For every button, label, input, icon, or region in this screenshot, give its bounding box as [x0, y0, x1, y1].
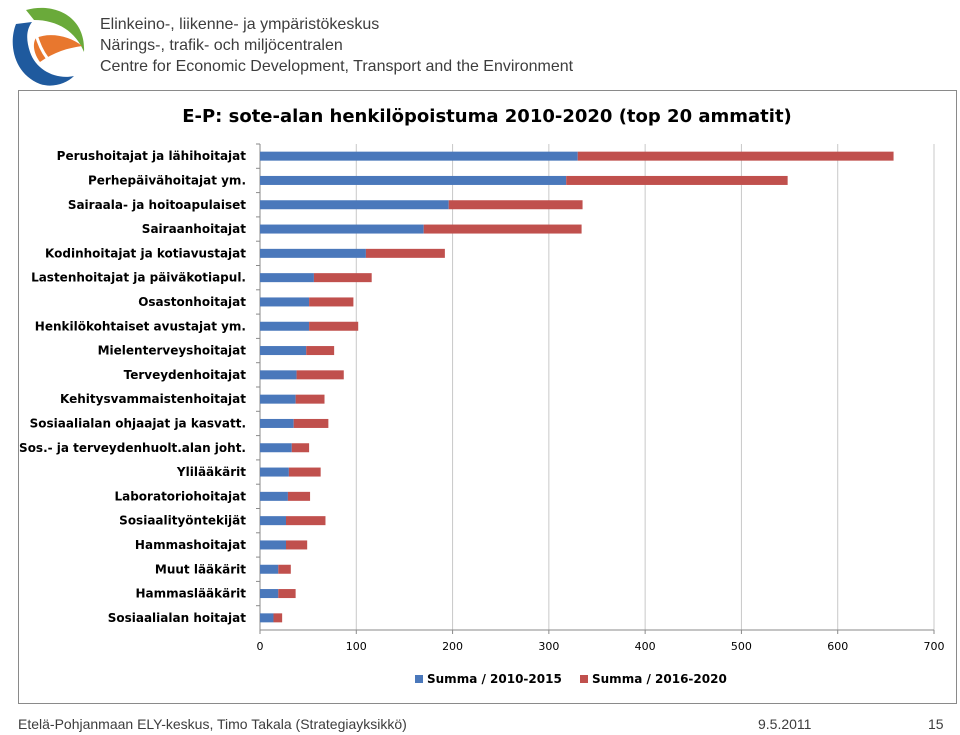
bar-series-2016-2020 — [291, 443, 310, 453]
bar-series-2010-2015 — [260, 321, 310, 331]
logo-blue-shape — [12, 22, 74, 86]
x-tick-label: 100 — [346, 640, 367, 653]
category-label: Sairaanhoitajat — [142, 222, 246, 236]
bar-series-2016-2020 — [309, 297, 354, 307]
x-tick-label: 600 — [827, 640, 848, 653]
footer-date: 9.5.2011 — [758, 716, 812, 732]
bar-series-2016-2020 — [278, 589, 296, 599]
bar-series-2010-2015 — [260, 297, 310, 307]
bar-series-2010-2015 — [260, 200, 449, 210]
ely-centre-logo-icon — [12, 7, 85, 86]
footer-source: Etelä-Pohjanmaan ELY-keskus, Timo Takala… — [18, 716, 407, 732]
category-label: Sosiaalialan ohjaajat ja kasvatt. — [30, 416, 246, 430]
logo-green-leaf — [26, 7, 85, 52]
bar-series-2016-2020 — [288, 467, 321, 477]
x-tick-label: 200 — [442, 640, 463, 653]
bar-series-2010-2015 — [260, 248, 366, 258]
bar-series-2016-2020 — [273, 613, 283, 623]
category-label: Osastonhoitajat — [138, 295, 246, 309]
bar-series-2016-2020 — [309, 321, 359, 331]
category-label: Hammaslääkärit — [135, 587, 246, 601]
bar-series-2010-2015 — [260, 516, 286, 526]
legend-swatch-2010-2015 — [415, 675, 423, 683]
bar-series-2010-2015 — [260, 613, 274, 623]
category-label: Kodinhoitajat ja kotiavustajat — [45, 246, 246, 260]
bar-series-2010-2015 — [260, 491, 288, 501]
chart-title: E-P: sote-alan henkilöpoistuma 2010-2020… — [182, 106, 792, 127]
x-tick-label: 300 — [538, 640, 559, 653]
category-label: Hammashoitajat — [135, 538, 246, 552]
category-label: Lastenhoitajat ja päiväkotiapul. — [31, 271, 246, 285]
organization-name: Elinkeino-, liikenne- ja ympäristökeskus… — [100, 14, 573, 77]
category-label: Ylilääkärit — [176, 465, 246, 479]
bar-series-2010-2015 — [260, 589, 279, 599]
org-name-finnish: Elinkeino-, liikenne- ja ympäristökeskus — [100, 16, 380, 33]
category-label: Perhepäivähoitajat ym. — [88, 173, 246, 187]
category-label: Sos.- ja terveydenhuolt.alan joht. — [19, 441, 246, 455]
legend-label-2016-2020: Summa / 2016-2020 — [592, 672, 727, 686]
bar-series-2010-2015 — [260, 224, 424, 234]
bar-series-2010-2015 — [260, 467, 289, 477]
category-label: Henkilökohtaiset avustajat ym. — [35, 319, 246, 333]
bar-series-2016-2020 — [296, 370, 344, 380]
category-label: Terveydenhoitajat — [124, 368, 247, 382]
bar-series-2010-2015 — [260, 564, 279, 574]
bar-series-2010-2015 — [260, 273, 314, 283]
bar-series-2016-2020 — [287, 491, 311, 501]
logo-white-line — [32, 25, 65, 76]
bar-series-2010-2015 — [260, 443, 292, 453]
stacked-bar-chart: E-P: sote-alan henkilöpoistuma 2010-2020… — [19, 106, 945, 686]
bar-series-2016-2020 — [448, 200, 583, 210]
bar-series-2010-2015 — [260, 370, 297, 380]
bar-series-2016-2020 — [566, 175, 788, 185]
legend-swatch-2016-2020 — [580, 675, 588, 683]
x-tick-label: 0 — [257, 640, 264, 653]
legend-label-2010-2015: Summa / 2010-2015 — [427, 672, 562, 686]
bar-series-2010-2015 — [260, 346, 307, 356]
category-label: Sosiaalialan hoitajat — [108, 611, 247, 625]
category-label: Mielenterveyshoitajat — [98, 344, 247, 358]
bar-series-2010-2015 — [260, 151, 578, 161]
category-label: Sairaala- ja hoitoapulaiset — [68, 198, 246, 212]
bar-series-2016-2020 — [285, 516, 326, 526]
page-number: 15 — [928, 716, 944, 732]
bar-series-2010-2015 — [260, 394, 296, 404]
chart-frame: E-P: sote-alan henkilöpoistuma 2010-2020… — [18, 90, 957, 704]
bar-series-2016-2020 — [306, 346, 335, 356]
bar-series-2016-2020 — [285, 540, 308, 550]
org-name-english: Centre for Economic Development, Transpo… — [100, 58, 574, 75]
bar-series-2016-2020 — [365, 248, 445, 258]
category-label: Laboratoriohoitajat — [114, 489, 246, 503]
bar-series-2016-2020 — [313, 273, 372, 283]
category-label: Kehitysvammaistenhoitajat — [60, 392, 246, 406]
bar-series-2016-2020 — [423, 224, 582, 234]
bar-series-2010-2015 — [260, 418, 294, 428]
x-tick-label: 400 — [635, 640, 656, 653]
category-label: Sosiaalityöntekijät — [119, 514, 246, 528]
category-label: Muut lääkärit — [155, 562, 246, 576]
bar-series-2016-2020 — [295, 394, 325, 404]
bar-series-2010-2015 — [260, 175, 567, 185]
category-label: Perushoitajat ja lähihoitajat — [57, 149, 247, 163]
x-tick-label: 700 — [924, 640, 945, 653]
bar-series-2010-2015 — [260, 540, 286, 550]
x-tick-label: 500 — [731, 640, 752, 653]
bar-series-2016-2020 — [577, 151, 894, 161]
bar-series-2016-2020 — [278, 564, 291, 574]
bar-series-2016-2020 — [293, 418, 329, 428]
org-name-swedish: Närings-, trafik- och miljöcentralen — [100, 37, 343, 54]
